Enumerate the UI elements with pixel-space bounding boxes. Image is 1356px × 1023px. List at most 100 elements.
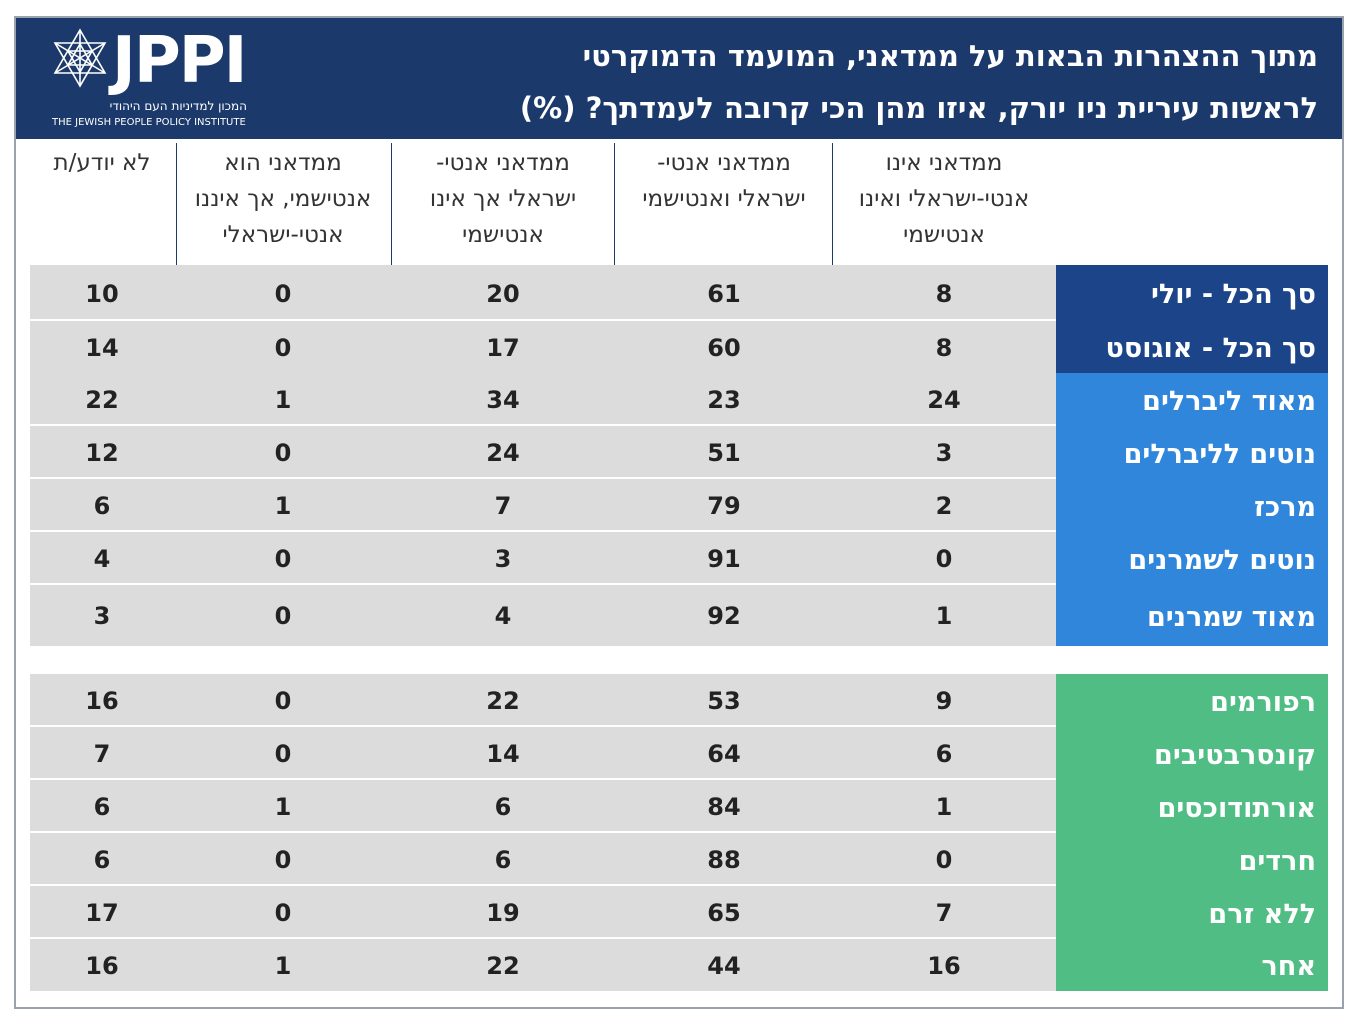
value-cell: 0 bbox=[935, 545, 953, 573]
column-divider bbox=[176, 143, 177, 265]
column-header-text: ממדאני הוא bbox=[224, 150, 342, 176]
logo-english-name: THE JEWISH PEOPLE POLICY INSTITUTE bbox=[52, 117, 246, 128]
column-header-text: ישראלי ואנטישמי bbox=[642, 186, 806, 212]
value-cell: 14 bbox=[85, 334, 119, 362]
row-label: אורתודוכסים bbox=[1056, 780, 1328, 833]
header-bar: JPPI המכון למדיניות העם היהודי THE JEWIS… bbox=[16, 18, 1342, 139]
value-cell: 53 bbox=[707, 687, 741, 715]
column-header-5: לא יודע/ת bbox=[17, 145, 187, 261]
value-cell: 22 bbox=[85, 386, 119, 414]
column-header-text: ממדאני אנטי- bbox=[436, 150, 570, 176]
row-separator bbox=[30, 778, 1056, 780]
logo-wordmark: JPPI bbox=[112, 24, 247, 98]
value-cell: 22 bbox=[486, 952, 520, 980]
column-header-2: ממדאני אנטי- ישראלי ואנטישמי bbox=[609, 145, 839, 261]
value-cell: 88 bbox=[707, 846, 741, 874]
column-header-3: ממדאני אנטי- ישראלי אך אינו אנטישמי bbox=[388, 145, 618, 261]
star-of-david-icon bbox=[53, 28, 107, 88]
value-cell: 4 bbox=[93, 545, 111, 573]
value-cell: 64 bbox=[707, 740, 741, 768]
value-cell: 1 bbox=[274, 952, 292, 980]
value-cell: 16 bbox=[85, 952, 119, 980]
value-cell: 34 bbox=[486, 386, 520, 414]
value-cell: 6 bbox=[494, 793, 512, 821]
value-cell: 0 bbox=[274, 439, 292, 467]
value-cell: 0 bbox=[274, 846, 292, 874]
value-cell: 23 bbox=[707, 386, 741, 414]
chart-title-line-2: לראשות עיריית ניו יורק, איזו מהן הכי קרו… bbox=[519, 91, 1318, 125]
row-label: חרדים bbox=[1056, 833, 1328, 886]
value-cell: 9 bbox=[935, 687, 953, 715]
row-label: מאוד שמרנים bbox=[1056, 585, 1328, 646]
value-cell: 24 bbox=[486, 439, 520, 467]
value-cell: 6 bbox=[93, 793, 111, 821]
column-divider bbox=[832, 143, 833, 265]
value-cell: 16 bbox=[927, 952, 961, 980]
row-label: סך הכל - אוגוסט bbox=[1056, 321, 1328, 373]
value-cell: 12 bbox=[85, 439, 119, 467]
value-cell: 20 bbox=[486, 280, 520, 308]
row-separator bbox=[30, 530, 1056, 532]
value-cell: 84 bbox=[707, 793, 741, 821]
row-separator bbox=[30, 583, 1056, 585]
value-cell: 0 bbox=[274, 740, 292, 768]
value-cell: 17 bbox=[486, 334, 520, 362]
column-header-text: ממדאני אנטי- bbox=[657, 150, 791, 176]
row-label: נוטים לליברלים bbox=[1056, 426, 1328, 479]
value-cell: 3 bbox=[494, 545, 512, 573]
chart-title-line-1: מתוך ההצהרות הבאות על ממדאני, המועמד הדמ… bbox=[582, 39, 1318, 73]
logo-hebrew-name: המכון למדיניות העם היהודי bbox=[109, 99, 247, 113]
value-cell: 6 bbox=[494, 846, 512, 874]
value-cell: 65 bbox=[707, 899, 741, 927]
value-cell: 91 bbox=[707, 545, 741, 573]
table-row: נוטים לליברלים 3 51 24 0 12 bbox=[30, 426, 1328, 479]
value-cell: 0 bbox=[935, 846, 953, 874]
value-cell: 1 bbox=[274, 386, 292, 414]
value-cell: 7 bbox=[935, 899, 953, 927]
table-row: מאוד ליברלים 24 23 34 1 22 bbox=[30, 373, 1328, 426]
value-cell: 79 bbox=[707, 492, 741, 520]
table-row: רפורמים 9 53 22 0 16 bbox=[30, 674, 1328, 727]
column-header-text: אנטישמי bbox=[903, 222, 985, 248]
table-row: סך הכל - אוגוסט 8 60 17 0 14 bbox=[30, 321, 1328, 373]
row-label: אחר bbox=[1056, 939, 1328, 991]
value-cell: 60 bbox=[707, 334, 741, 362]
value-cell: 7 bbox=[494, 492, 512, 520]
column-divider bbox=[614, 143, 615, 265]
value-cell: 19 bbox=[486, 899, 520, 927]
table-row: ללא זרם 7 65 19 0 17 bbox=[30, 886, 1328, 939]
table-row: סך הכל - יולי 8 61 20 0 10 bbox=[30, 265, 1328, 321]
row-label: ללא זרם bbox=[1056, 886, 1328, 939]
value-cell: 1 bbox=[935, 793, 953, 821]
column-header-text: אנטי-ישראלי ואינו bbox=[858, 186, 1030, 212]
column-header-text: ישראלי אך אינו bbox=[429, 186, 577, 212]
column-header-text: ממדאני אינו bbox=[885, 150, 1003, 176]
value-cell: 0 bbox=[274, 545, 292, 573]
value-cell: 6 bbox=[935, 740, 953, 768]
table-row: אחר 16 44 22 1 16 bbox=[30, 939, 1328, 991]
column-header-4: ממדאני הוא אנטישמי, אך איננו אנטי-ישראלי bbox=[175, 145, 391, 261]
value-cell: 14 bbox=[486, 740, 520, 768]
value-cell: 16 bbox=[85, 687, 119, 715]
row-label: רפורמים bbox=[1056, 674, 1328, 727]
value-cell: 17 bbox=[85, 899, 119, 927]
table-row: מרכז 2 79 7 1 6 bbox=[30, 479, 1328, 532]
row-label: נוטים לשמרנים bbox=[1056, 532, 1328, 585]
value-cell: 8 bbox=[935, 280, 953, 308]
row-separator bbox=[30, 725, 1056, 727]
value-cell: 0 bbox=[274, 899, 292, 927]
column-headers: ממדאני אינו אנטי-ישראלי ואינו אנטישמי ממדאנ… bbox=[16, 139, 1342, 265]
row-separator bbox=[30, 831, 1056, 833]
value-cell: 44 bbox=[707, 952, 741, 980]
row-label: קונסרבטיבים bbox=[1056, 727, 1328, 780]
value-cell: 10 bbox=[85, 280, 119, 308]
jppi-logo: JPPI המכון למדיניות העם היהודי THE JEWIS… bbox=[48, 24, 258, 134]
value-cell: 24 bbox=[927, 386, 961, 414]
value-cell: 1 bbox=[274, 793, 292, 821]
column-header-text: אנטישמי bbox=[462, 222, 544, 248]
row-separator bbox=[30, 319, 1056, 321]
column-header-text: אנטישמי, אך איננו bbox=[194, 186, 372, 212]
value-cell: 51 bbox=[707, 439, 741, 467]
column-header-text: אנטי-ישראלי bbox=[222, 222, 344, 248]
value-cell: 22 bbox=[486, 687, 520, 715]
